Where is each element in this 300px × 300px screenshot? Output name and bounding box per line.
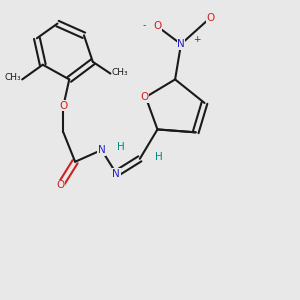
Text: N: N <box>112 169 120 178</box>
Text: O: O <box>140 92 148 102</box>
Text: -: - <box>142 20 146 30</box>
Text: O: O <box>56 180 64 190</box>
Text: O: O <box>206 13 214 23</box>
Text: N: N <box>98 145 106 155</box>
Text: H: H <box>117 142 124 152</box>
Text: CH₃: CH₃ <box>112 68 128 76</box>
Text: N: N <box>177 39 185 49</box>
Text: +: + <box>194 35 201 44</box>
Text: O: O <box>59 101 68 111</box>
Text: O: O <box>153 22 162 32</box>
Text: H: H <box>155 152 163 162</box>
Text: CH₃: CH₃ <box>4 74 21 82</box>
